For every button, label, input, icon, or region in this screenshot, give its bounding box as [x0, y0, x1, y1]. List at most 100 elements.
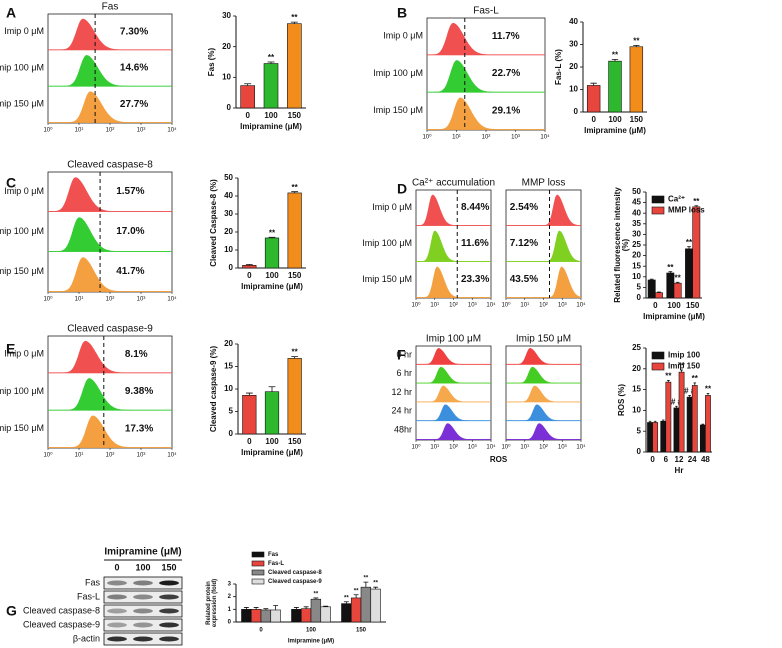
- significance: **: [692, 374, 699, 383]
- significance: **: [665, 372, 672, 381]
- histogram: [48, 257, 172, 292]
- x-tick-label: 0: [245, 111, 250, 120]
- significance: **: [675, 273, 682, 282]
- x-tick-label: 10⁰: [501, 302, 511, 309]
- x-tick-label: 150: [288, 437, 302, 446]
- legend-label: Fas: [268, 552, 279, 558]
- y-tick-label: 0: [229, 263, 234, 272]
- y-label-box: Fas-L (%): [553, 49, 563, 85]
- y-tick-label: 15: [632, 261, 641, 270]
- y-tick-label: 10: [569, 85, 578, 94]
- histogram: [47, 18, 173, 51]
- error-bar: [245, 392, 253, 396]
- x-tick-label: 10¹: [75, 453, 84, 459]
- significance: **: [344, 595, 349, 601]
- bar: [647, 422, 653, 453]
- significance: # #: [684, 387, 696, 396]
- legend-label: Imip 100: [668, 351, 701, 360]
- y-tick-label: 45: [632, 198, 641, 207]
- bar: [608, 60, 622, 113]
- panel-letter: B: [397, 5, 407, 21]
- y-tick-label: 5: [637, 426, 642, 435]
- error-bar: [657, 291, 661, 293]
- x-tick-label: 0: [247, 437, 252, 446]
- y-axis-label: Cleaved Caspase-8 (%): [208, 179, 218, 267]
- bar: [310, 598, 322, 623]
- y-tick-label: 10: [224, 384, 233, 393]
- x-tick-label: 10⁴: [167, 296, 177, 303]
- error-bar: [693, 382, 697, 386]
- row-label: Imip 100 μM: [0, 386, 44, 396]
- bar: [673, 282, 682, 299]
- band: [107, 580, 127, 586]
- significance: **: [269, 228, 276, 237]
- y-axis-label: Fas-L (%): [553, 49, 563, 85]
- error-bar: [268, 386, 276, 392]
- y-tick-label: 30: [224, 209, 233, 218]
- error-bar: [688, 395, 691, 398]
- y-tick-label: 50: [224, 173, 233, 182]
- band: [159, 636, 179, 642]
- band: [133, 608, 153, 614]
- bar: [250, 609, 262, 623]
- flow-frame: [505, 345, 582, 441]
- bar: [666, 272, 675, 299]
- x-tick-label: 10¹: [520, 303, 529, 309]
- histogram: [427, 97, 545, 130]
- y-tick-label: 10: [632, 272, 641, 281]
- x-tick-label: 0: [591, 115, 596, 124]
- panel-letter: A: [6, 5, 16, 21]
- y-label-box: Cleaved caspase-9 (%): [208, 345, 218, 433]
- flow-frame: [415, 345, 492, 441]
- bar: [360, 586, 372, 623]
- error-bar: [590, 82, 597, 86]
- bar: [665, 381, 672, 453]
- y-tick-label: 40: [569, 17, 578, 26]
- y-tick-label: 10: [224, 245, 233, 254]
- histogram: [416, 404, 491, 421]
- bar: [287, 192, 302, 269]
- row-label: Imip 0 μM: [383, 31, 423, 41]
- gate-percent: 9.38%: [125, 386, 153, 397]
- panel-letter: G: [6, 603, 17, 619]
- band: [159, 622, 179, 628]
- x-tick-label: 24: [688, 455, 697, 464]
- bar: [320, 606, 331, 623]
- x-tick-label: 10⁰: [411, 444, 421, 451]
- bar: [370, 588, 381, 623]
- y-label-box: Related fluorescence intensity (%): [613, 187, 630, 303]
- significance: **: [667, 263, 674, 272]
- gate-percent: 7.30%: [120, 26, 148, 37]
- bar: [350, 597, 362, 623]
- row-label: Cleaved caspase-9: [23, 619, 100, 629]
- bar: [300, 608, 312, 623]
- row-label: Imip 0 μM: [4, 349, 44, 359]
- y-label-box: Related protein expression (fold): [206, 579, 218, 627]
- row-label: Imip 150 μM: [0, 423, 44, 433]
- y-tick-label: 0: [637, 447, 642, 456]
- row-label: Imip 100 μM: [362, 238, 412, 248]
- error-bar: [303, 606, 309, 609]
- x-tick-label: 10³: [137, 297, 146, 303]
- bar: [586, 85, 601, 113]
- significance: **: [693, 197, 700, 206]
- x-tick-label: 100: [265, 271, 279, 280]
- y-label-box: Fas (%): [207, 48, 216, 76]
- panel-letter: F: [397, 347, 406, 363]
- x-axis-label: Imipramine (μM): [288, 639, 334, 645]
- y-tick-label: 0: [574, 107, 579, 116]
- band: [107, 622, 127, 628]
- error-bar: [290, 21, 298, 24]
- legend-swatch: [651, 362, 665, 371]
- y-tick-label: 25: [632, 343, 641, 352]
- y-axis-label: Cleaved caspase-9 (%): [208, 345, 218, 433]
- panel-letter: E: [6, 341, 15, 357]
- gate-percent: 11.7%: [492, 31, 520, 42]
- row-label: Imip 0 μM: [4, 186, 44, 196]
- y-tick-label: 2: [228, 594, 232, 600]
- flow-frame: [47, 171, 173, 293]
- panel-letter: D: [397, 181, 407, 197]
- band: [159, 580, 179, 586]
- band: [133, 580, 153, 586]
- x-tick-label: 100: [265, 437, 279, 446]
